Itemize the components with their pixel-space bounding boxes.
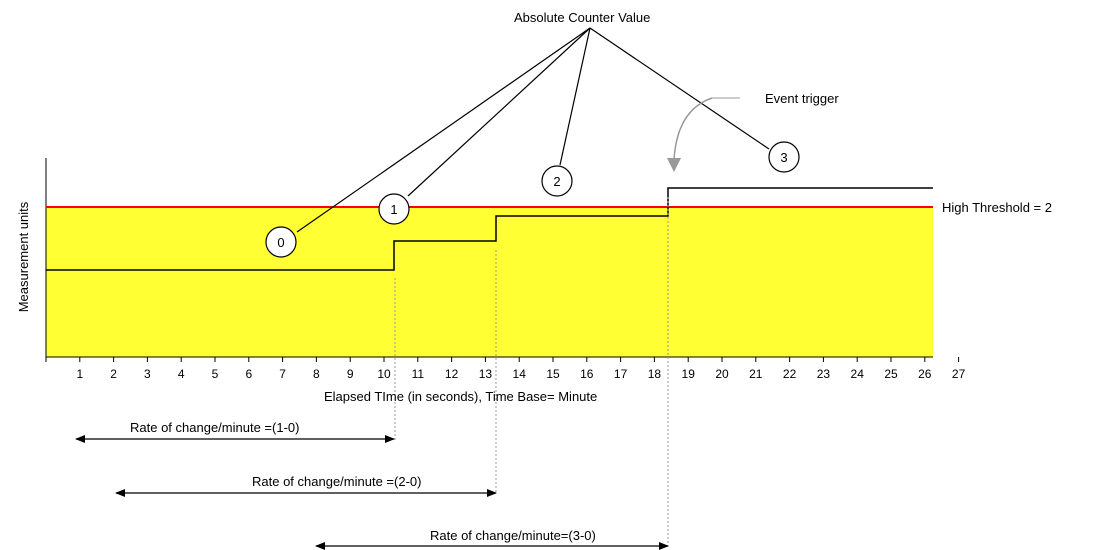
x-tick-label: 5: [212, 367, 219, 381]
callout-line-2: [559, 27, 591, 166]
x-tick-label: 19: [682, 367, 696, 381]
marker-0: 0: [265, 226, 297, 258]
x-axis-label: Elapsed TIme (in seconds), Time Base= Mi…: [324, 389, 597, 404]
high-threshold-label: High Threshold = 2: [942, 200, 1052, 215]
x-tick-label: 6: [245, 367, 252, 381]
y-axis-label: Measurement units: [16, 201, 31, 312]
x-tick-label: 26: [918, 367, 932, 381]
rate-label-2: Rate of change/minute =(2-0): [252, 474, 421, 489]
x-tick-label: 11: [412, 367, 425, 381]
x-tick-label: 17: [614, 367, 628, 381]
marker-2-label: 2: [553, 174, 560, 189]
x-tick-label: 25: [884, 367, 898, 381]
marker-2: 2: [541, 165, 573, 197]
x-tick-label: 18: [648, 367, 662, 381]
event-trigger-arrow: [673, 97, 713, 161]
x-tick-label: 10: [377, 367, 391, 381]
x-tick-label: 9: [347, 367, 354, 381]
x-tick-label: 3: [144, 367, 151, 381]
marker-3-label: 3: [780, 150, 787, 165]
x-tick-label: 7: [279, 367, 286, 381]
x-tick-label: 2: [110, 367, 117, 381]
callout-line-1: [407, 27, 591, 197]
x-tick-label: 8: [313, 367, 320, 381]
x-tick-marks: [45, 357, 960, 362]
x-tick-label: 24: [851, 367, 865, 381]
marker-1-label: 1: [390, 202, 397, 217]
marker-3: 3: [768, 141, 800, 173]
diagram-title: Absolute Counter Value: [514, 10, 650, 25]
x-tick-label: 22: [783, 367, 797, 381]
callout-line-0: [296, 27, 591, 233]
marker-0-label: 0: [277, 235, 284, 250]
x-tick-label: 21: [749, 367, 763, 381]
x-tick-labels: 1 2 3 4 5 6 7 8 9 10 11 12 13 14 15 16 17 18 19 20 21 22 23 24 2…: [76, 367, 965, 381]
x-tick-label: 16: [580, 367, 594, 381]
rate-label-1: Rate of change/minute =(1-0): [130, 420, 299, 435]
x-tick-label: 1: [76, 367, 83, 381]
x-tick-label: 13: [479, 367, 493, 381]
marker-1: 1: [378, 193, 410, 225]
x-tick-label: 14: [513, 367, 527, 381]
x-tick-label: 15: [546, 367, 560, 381]
callout-line-3: [589, 27, 770, 150]
below-threshold-band: [46, 207, 933, 357]
event-trigger-label: Event trigger: [765, 91, 839, 106]
rate-label-3: Rate of change/minute=(3-0): [430, 528, 596, 543]
event-trigger-arrowhead: [667, 158, 681, 172]
counter-step-line: [46, 187, 933, 271]
x-tick-label: 20: [715, 367, 729, 381]
x-tick-label: 23: [817, 367, 831, 381]
x-tick-label: 12: [445, 367, 459, 381]
x-tick-label: 4: [178, 367, 185, 381]
x-tick-label: 27: [952, 367, 966, 381]
